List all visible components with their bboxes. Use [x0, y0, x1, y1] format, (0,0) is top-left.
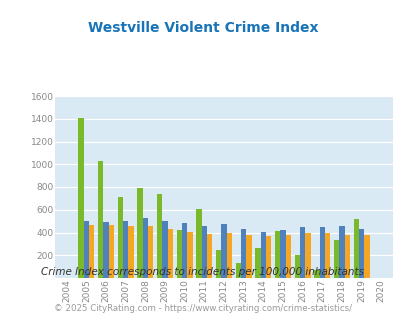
Bar	[319, 227, 324, 278]
Bar	[109, 224, 114, 278]
Bar	[201, 226, 207, 278]
Bar	[98, 161, 103, 278]
Bar	[358, 228, 363, 278]
Bar	[128, 226, 133, 278]
Bar	[78, 117, 83, 278]
Bar	[279, 230, 285, 278]
Bar	[274, 231, 279, 278]
Bar	[226, 233, 231, 278]
Bar	[196, 209, 201, 278]
Bar	[255, 248, 260, 278]
Bar	[89, 224, 94, 278]
Bar	[353, 219, 358, 278]
Bar	[157, 194, 162, 278]
Bar	[285, 235, 290, 278]
Bar	[294, 255, 299, 278]
Bar	[333, 240, 339, 278]
Bar	[344, 235, 349, 278]
Bar	[176, 230, 181, 278]
Text: © 2025 CityRating.com - https://www.cityrating.com/crime-statistics/: © 2025 CityRating.com - https://www.city…	[54, 304, 351, 313]
Bar	[117, 197, 123, 278]
Bar	[265, 236, 271, 278]
Bar	[148, 226, 153, 278]
Text: Westville Violent Crime Index: Westville Violent Crime Index	[87, 21, 318, 35]
Bar	[162, 220, 167, 278]
Bar	[339, 226, 344, 278]
Bar	[167, 229, 173, 278]
Bar	[299, 227, 305, 278]
Bar	[215, 249, 221, 278]
Bar	[221, 224, 226, 278]
Bar	[207, 234, 212, 278]
Bar	[143, 218, 148, 278]
Bar	[103, 222, 109, 278]
Bar	[305, 233, 310, 278]
Bar	[123, 221, 128, 278]
Bar	[324, 233, 329, 278]
Bar	[313, 270, 319, 278]
Bar	[83, 220, 89, 278]
Bar	[260, 232, 265, 278]
Bar	[363, 235, 369, 278]
Bar	[137, 188, 143, 278]
Bar	[235, 263, 241, 278]
Bar	[181, 223, 187, 278]
Text: Crime Index corresponds to incidents per 100,000 inhabitants: Crime Index corresponds to incidents per…	[41, 267, 364, 277]
Bar	[246, 235, 251, 278]
Bar	[241, 228, 246, 278]
Bar	[187, 232, 192, 278]
